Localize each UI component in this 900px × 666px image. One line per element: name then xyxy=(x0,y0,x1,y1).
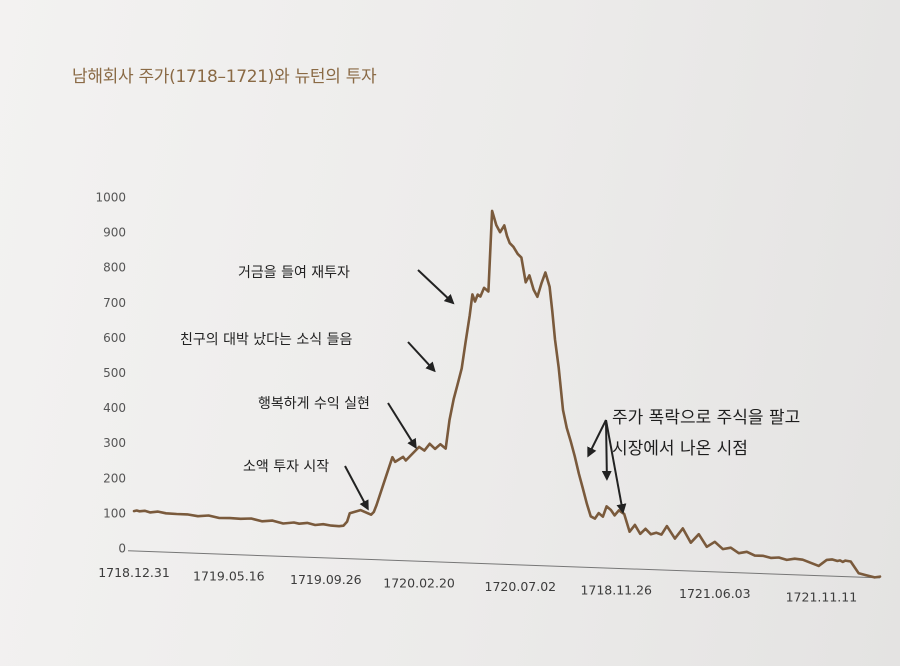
annotation-label: 거금을 들여 재투자 xyxy=(238,265,350,281)
x-axis-line xyxy=(127,550,881,579)
annotation-arrow xyxy=(601,419,612,481)
y-tick-label: 800 xyxy=(103,261,126,275)
x-axis-ticks: 1718.12.31 1719.05.16 1719.09.26 1720.02.20… xyxy=(98,565,857,605)
annotation-arrow xyxy=(587,419,607,458)
annotation-label: 행복하게 수익 실현 xyxy=(258,396,370,412)
y-tick-label: 0 xyxy=(118,541,126,555)
x-tick-label: 1718.12.31 xyxy=(98,565,170,580)
annotation-label-line2: 시장에서 나온 시점 xyxy=(612,439,748,459)
x-tick-label: 1720.07.02 xyxy=(485,579,557,594)
y-tick-label: 200 xyxy=(103,471,126,485)
x-tick-label: 1720.02.20 xyxy=(383,575,455,590)
annotation-label: 소액 투자 시작 xyxy=(243,459,329,475)
annotation-arrow xyxy=(407,341,436,373)
x-tick-label: 1718.11.26 xyxy=(580,582,652,597)
annotation-arrow xyxy=(387,402,417,449)
x-tick-label: 1721.06.03 xyxy=(679,586,751,601)
annotation-label: 주가 폭락으로 주식을 팔고 xyxy=(612,408,800,428)
annotation-label: 친구의 대박 났다는 소식 들음 xyxy=(180,332,352,348)
y-tick-label: 100 xyxy=(103,506,126,520)
y-axis-ticks: 0 100 200 300 400 500 600 700 800 900 1000 xyxy=(95,190,126,555)
y-tick-label: 900 xyxy=(103,226,126,240)
annotation-arrow xyxy=(605,419,627,515)
chart-title: 남해회사 주가(1718–1721)와 뉴턴의 투자 xyxy=(72,67,377,87)
x-tick-label: 1719.05.16 xyxy=(193,568,265,583)
y-tick-label: 600 xyxy=(103,331,126,345)
y-tick-label: 1000 xyxy=(95,190,126,204)
y-tick-label: 400 xyxy=(103,401,126,415)
y-tick-label: 300 xyxy=(103,436,126,450)
x-tick-label: 1719.09.26 xyxy=(290,572,362,587)
y-tick-label: 500 xyxy=(103,366,126,380)
y-tick-label: 700 xyxy=(103,296,126,310)
x-tick-label: 1721.11.11 xyxy=(786,590,858,605)
series-line-price xyxy=(132,209,882,579)
annotation-arrow xyxy=(344,465,369,511)
annotation-arrow xyxy=(417,269,455,305)
